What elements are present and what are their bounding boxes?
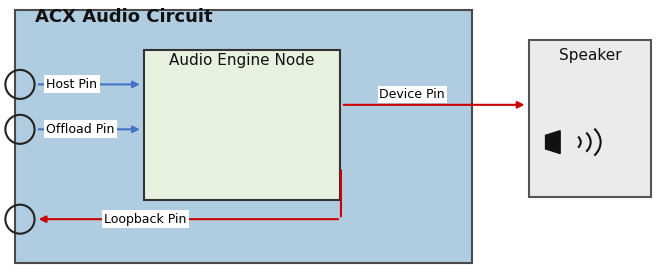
Text: Audio Engine Node: Audio Engine Node xyxy=(168,53,314,68)
Text: ACX Audio Circuit: ACX Audio Circuit xyxy=(35,8,212,26)
Bar xyxy=(529,40,651,197)
Text: Loopback Pin: Loopback Pin xyxy=(104,213,186,226)
Text: Speaker: Speaker xyxy=(559,48,621,63)
Text: Host Pin: Host Pin xyxy=(47,78,97,91)
Text: Offload Pin: Offload Pin xyxy=(47,123,115,136)
Bar xyxy=(15,10,472,263)
Polygon shape xyxy=(545,131,560,153)
Bar xyxy=(144,50,340,200)
Text: Device Pin: Device Pin xyxy=(380,88,445,101)
